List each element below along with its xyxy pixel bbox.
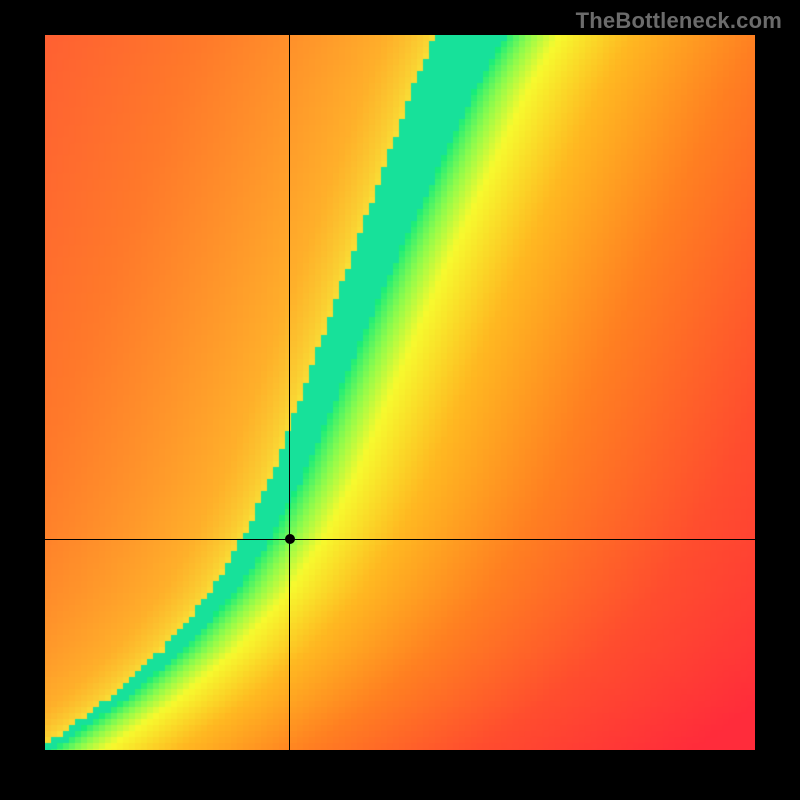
watermark-text: TheBottleneck.com [576, 8, 782, 34]
plot-area [45, 35, 755, 750]
chart-root: TheBottleneck.com [0, 0, 800, 800]
heatmap-canvas [45, 35, 755, 750]
